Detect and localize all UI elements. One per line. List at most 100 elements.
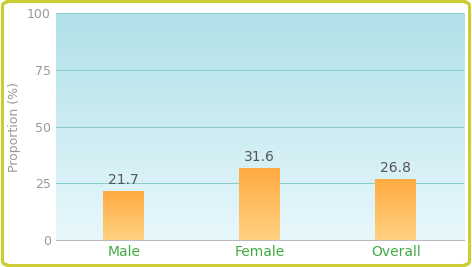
Bar <box>103 223 144 224</box>
Bar <box>103 205 144 206</box>
Bar <box>103 215 144 216</box>
Bar <box>103 199 144 200</box>
Bar <box>103 220 144 221</box>
Bar <box>103 209 144 210</box>
Bar <box>103 203 144 204</box>
Bar <box>375 228 416 229</box>
Bar <box>239 194 280 196</box>
Bar <box>239 221 280 222</box>
Bar <box>375 198 416 199</box>
Bar <box>239 183 280 184</box>
Bar <box>239 235 280 236</box>
Bar <box>103 192 144 193</box>
Bar <box>375 230 416 231</box>
Bar <box>375 195 416 196</box>
Bar <box>103 213 144 214</box>
Bar <box>239 192 280 193</box>
Bar <box>239 173 280 174</box>
Bar <box>103 210 144 211</box>
Bar <box>375 202 416 203</box>
Bar <box>239 229 280 230</box>
Bar <box>375 231 416 232</box>
Bar <box>375 210 416 211</box>
Bar <box>375 186 416 187</box>
Bar <box>103 234 144 235</box>
Bar <box>375 238 416 239</box>
Bar <box>375 211 416 213</box>
Bar <box>375 219 416 221</box>
Bar <box>103 197 144 198</box>
Bar <box>375 218 416 219</box>
Bar <box>239 181 280 183</box>
Bar <box>375 194 416 195</box>
Text: 26.8: 26.8 <box>380 161 411 175</box>
Bar <box>239 217 280 218</box>
Bar <box>103 237 144 238</box>
Bar <box>239 234 280 235</box>
Bar <box>375 200 416 201</box>
Bar <box>239 218 280 219</box>
Bar <box>103 236 144 237</box>
Bar <box>103 214 144 215</box>
Bar <box>375 236 416 237</box>
Bar <box>239 226 280 227</box>
Bar <box>103 221 144 222</box>
Bar <box>375 224 416 225</box>
Bar <box>103 222 144 223</box>
Bar <box>239 231 280 233</box>
Bar <box>103 233 144 234</box>
Bar <box>375 234 416 235</box>
Bar <box>375 222 416 223</box>
Bar <box>239 227 280 228</box>
Bar <box>375 221 416 222</box>
Bar <box>239 201 280 202</box>
Bar <box>239 228 280 229</box>
Bar <box>103 193 144 194</box>
Bar <box>239 230 280 231</box>
Bar <box>375 235 416 236</box>
Bar <box>103 231 144 233</box>
Bar <box>239 239 280 240</box>
Bar <box>239 175 280 176</box>
Bar <box>239 204 280 205</box>
Bar <box>375 181 416 182</box>
Bar <box>103 194 144 195</box>
Bar <box>103 218 144 219</box>
Bar <box>103 226 144 227</box>
Bar <box>239 172 280 173</box>
Bar <box>103 200 144 201</box>
Bar <box>375 197 416 198</box>
Bar <box>103 227 144 228</box>
Bar <box>239 223 280 224</box>
Bar <box>239 198 280 199</box>
Bar <box>239 214 280 215</box>
Bar <box>239 222 280 223</box>
Bar <box>375 191 416 192</box>
Bar <box>375 182 416 183</box>
Bar <box>239 187 280 189</box>
Bar <box>375 233 416 234</box>
Bar <box>239 233 280 234</box>
Bar <box>239 178 280 179</box>
Text: 21.7: 21.7 <box>108 172 139 187</box>
Bar <box>103 202 144 203</box>
Bar <box>375 188 416 189</box>
Bar <box>239 210 280 211</box>
Bar <box>375 180 416 181</box>
Bar <box>103 238 144 239</box>
Bar <box>375 205 416 206</box>
Bar <box>375 226 416 227</box>
Bar <box>375 190 416 191</box>
Bar <box>239 215 280 216</box>
Bar <box>239 185 280 186</box>
Bar <box>103 195 144 197</box>
Bar <box>375 199 416 200</box>
Bar <box>239 197 280 198</box>
Bar <box>239 184 280 185</box>
Bar <box>239 208 280 209</box>
Bar <box>375 223 416 224</box>
Bar <box>375 209 416 210</box>
Bar <box>239 206 280 208</box>
Bar <box>375 229 416 230</box>
Bar <box>239 202 280 203</box>
